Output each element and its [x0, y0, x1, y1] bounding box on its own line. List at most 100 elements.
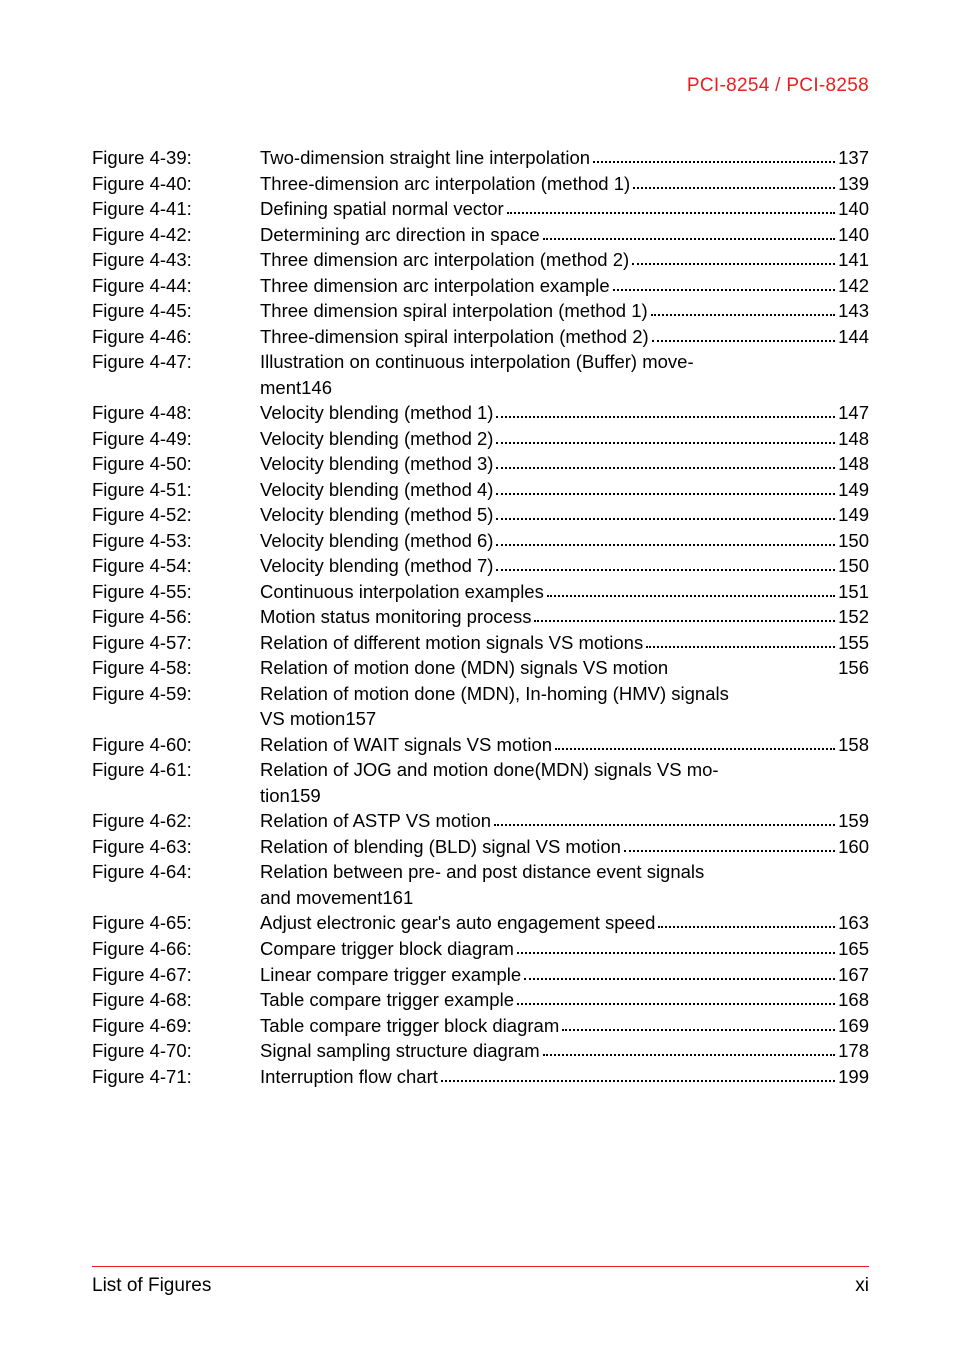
- leader-dots: [555, 748, 835, 750]
- figure-text: Velocity blending (method 5): [260, 502, 493, 528]
- figure-text: Velocity blending (method 7): [260, 553, 493, 579]
- figure-text-continuation: and movement161: [260, 885, 869, 911]
- figure-description: Velocity blending (method 4) 149: [260, 477, 869, 503]
- figure-text: Velocity blending (method 6): [260, 528, 493, 554]
- figure-text-continuation: ment146: [260, 375, 869, 401]
- figure-entry: Figure 4-54:Velocity blending (method 7)…: [92, 553, 869, 579]
- leader-dots: [613, 289, 835, 291]
- figure-entry: Figure 4-40:Three-dimension arc interpol…: [92, 171, 869, 197]
- figure-entry: Figure 4-64:Relation between pre- and po…: [92, 859, 869, 910]
- figure-label: Figure 4-49:: [92, 426, 260, 452]
- figure-label: Figure 4-69:: [92, 1013, 260, 1039]
- figure-description: Adjust electronic gear's auto engagement…: [260, 910, 869, 936]
- figure-label: Figure 4-65:: [92, 910, 260, 936]
- figure-page-number: 150: [838, 528, 869, 554]
- leader-dots: [517, 1003, 835, 1005]
- figure-entry: Figure 4-47:Illustration on continuous i…: [92, 349, 869, 400]
- figure-entry: Figure 4-71:Interruption flow chart 199: [92, 1064, 869, 1090]
- figure-description: Motion status monitoring process 152: [260, 604, 869, 630]
- leader-dots: [507, 212, 835, 214]
- figure-label: Figure 4-59:: [92, 681, 260, 732]
- figure-text: Interruption flow chart: [260, 1064, 438, 1090]
- figure-line: Motion status monitoring process 152: [260, 604, 869, 630]
- figure-entry: Figure 4-41:Defining spatial normal vect…: [92, 196, 869, 222]
- figure-line: Relation of WAIT signals VS motion 158: [260, 732, 869, 758]
- figure-entry: Figure 4-44:Three dimension arc interpol…: [92, 273, 869, 299]
- figure-text: Determining arc direction in space: [260, 222, 540, 248]
- figure-text: Signal sampling structure diagram: [260, 1038, 540, 1064]
- figure-text-continuation: Relation between pre- and post distance …: [260, 859, 869, 885]
- figure-line: Compare trigger block diagram 165: [260, 936, 869, 962]
- leader-dots: [496, 442, 835, 444]
- page-footer: List of Figures xi: [92, 1266, 869, 1297]
- figure-entry: Figure 4-67:Linear compare trigger examp…: [92, 962, 869, 988]
- figure-entry: Figure 4-42:Determining arc direction in…: [92, 222, 869, 248]
- figure-text: Three-dimension spiral interpolation (me…: [260, 324, 649, 350]
- figure-text-continuation: Relation of motion done (MDN), In-homing…: [260, 681, 869, 707]
- figure-page-number: 141: [838, 247, 869, 273]
- figure-label: Figure 4-61:: [92, 757, 260, 808]
- figure-description: Velocity blending (method 3) 148: [260, 451, 869, 477]
- figure-label: Figure 4-50:: [92, 451, 260, 477]
- figure-text-continuation: VS motion157: [260, 706, 869, 732]
- figure-page-number: 140: [838, 196, 869, 222]
- figure-text: Three dimension spiral interpolation (me…: [260, 298, 648, 324]
- figure-label: Figure 4-45:: [92, 298, 260, 324]
- figure-description: Three-dimension spiral interpolation (me…: [260, 324, 869, 350]
- figure-page-number: 156: [838, 655, 869, 681]
- figure-text: Adjust electronic gear's auto engagement…: [260, 910, 655, 936]
- figure-label: Figure 4-54:: [92, 553, 260, 579]
- figure-line: Velocity blending (method 3) 148: [260, 451, 869, 477]
- figure-label: Figure 4-60:: [92, 732, 260, 758]
- figure-text: Motion status monitoring process: [260, 604, 531, 630]
- figure-line: Three-dimension spiral interpolation (me…: [260, 324, 869, 350]
- figure-entry: Figure 4-60:Relation of WAIT signals VS …: [92, 732, 869, 758]
- figure-line: Adjust electronic gear's auto engagement…: [260, 910, 869, 936]
- figure-text: Velocity blending (method 4): [260, 477, 493, 503]
- figure-list: Figure 4-39:Two-dimension straight line …: [92, 145, 869, 1089]
- figure-page-number: 148: [838, 451, 869, 477]
- figure-description: Velocity blending (method 7) 150: [260, 553, 869, 579]
- figure-label: Figure 4-53:: [92, 528, 260, 554]
- figure-description: Three dimension arc interpolation exampl…: [260, 273, 869, 299]
- figure-description: Table compare trigger block diagram 169: [260, 1013, 869, 1039]
- figure-line: Relation of motion done (MDN) signals VS…: [260, 655, 869, 681]
- figure-page-number: 167: [838, 962, 869, 988]
- leader-dots: [658, 926, 835, 928]
- figure-page-number: 148: [838, 426, 869, 452]
- figure-line: Defining spatial normal vector 140: [260, 196, 869, 222]
- figure-line: Determining arc direction in space 140: [260, 222, 869, 248]
- header-product-name: PCI-8254 / PCI-8258: [92, 75, 869, 97]
- figure-page-number: 165: [838, 936, 869, 962]
- figure-text: Table compare trigger example: [260, 987, 514, 1013]
- figure-label: Figure 4-40:: [92, 171, 260, 197]
- figure-label: Figure 4-67:: [92, 962, 260, 988]
- leader-dots: [534, 620, 835, 622]
- figure-description: Three dimension spiral interpolation (me…: [260, 298, 869, 324]
- figure-description: Table compare trigger example 168: [260, 987, 869, 1013]
- figure-page-number: 150: [838, 553, 869, 579]
- figure-page-number: 159: [838, 808, 869, 834]
- leader-dots: [593, 161, 835, 163]
- figure-label: Figure 4-66:: [92, 936, 260, 962]
- figure-description: Relation between pre- and post distance …: [260, 859, 869, 910]
- figure-page-number: 140: [838, 222, 869, 248]
- figure-line: Three dimension arc interpolation (metho…: [260, 247, 869, 273]
- figure-label: Figure 4-63:: [92, 834, 260, 860]
- leader-dots: [632, 263, 835, 265]
- leader-dots: [543, 1054, 835, 1056]
- figure-entry: Figure 4-43:Three dimension arc interpol…: [92, 247, 869, 273]
- figure-text: Velocity blending (method 2): [260, 426, 493, 452]
- leader-dots: [524, 978, 835, 980]
- figure-line: Table compare trigger block diagram 169: [260, 1013, 869, 1039]
- footer-section-title: List of Figures: [92, 1275, 211, 1297]
- figure-page-number: 151: [838, 579, 869, 605]
- figure-entry: Figure 4-57:Relation of different motion…: [92, 630, 869, 656]
- figure-text: Relation of motion done (MDN) signals VS…: [260, 655, 668, 681]
- leader-dots: [547, 595, 835, 597]
- figure-page-number: 199: [838, 1064, 869, 1090]
- figure-description: Signal sampling structure diagram 178: [260, 1038, 869, 1064]
- figure-line: Three dimension arc interpolation exampl…: [260, 273, 869, 299]
- figure-entry: Figure 4-53:Velocity blending (method 6)…: [92, 528, 869, 554]
- figure-line: Signal sampling structure diagram 178: [260, 1038, 869, 1064]
